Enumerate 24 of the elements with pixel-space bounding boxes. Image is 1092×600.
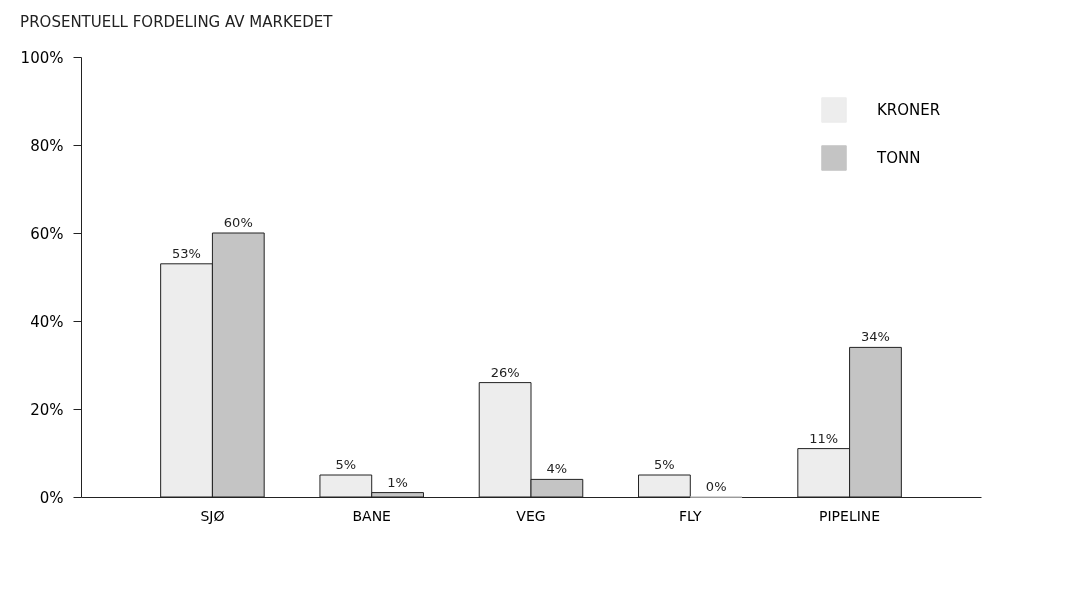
- data-label: 60%: [223, 215, 253, 230]
- y-tick-label: 100%: [20, 48, 64, 67]
- y-tick-label: 60%: [30, 224, 64, 243]
- x-tick-label: PIPELINE: [819, 507, 881, 524]
- data-label: 34%: [861, 329, 890, 345]
- data-label: 4%: [546, 461, 568, 477]
- y-tick-label: 40%: [30, 312, 64, 331]
- x-tick-label: VEG: [516, 507, 546, 524]
- legend-label: TONN: [876, 149, 921, 167]
- x-tick-label: SJØ: [200, 507, 225, 524]
- data-label: 11%: [809, 430, 839, 446]
- data-label: 26%: [490, 364, 520, 380]
- data-label: 53%: [172, 245, 201, 261]
- y-tick-label: 20%: [30, 400, 64, 419]
- legend-label: KRONER: [877, 101, 941, 119]
- y-tick-label: 0%: [39, 488, 64, 507]
- data-label: 5%: [335, 457, 357, 472]
- y-tick-label: 80%: [30, 136, 64, 155]
- x-tick-label: BANE: [352, 507, 391, 524]
- data-label: 0%: [705, 479, 727, 494]
- chart-title: PROSENTUELL FORDELING AV MARKEDET: [20, 13, 334, 31]
- data-label: 5%: [654, 457, 675, 472]
- data-label: 1%: [387, 474, 408, 490]
- x-tick-label: FLY: [679, 507, 703, 524]
